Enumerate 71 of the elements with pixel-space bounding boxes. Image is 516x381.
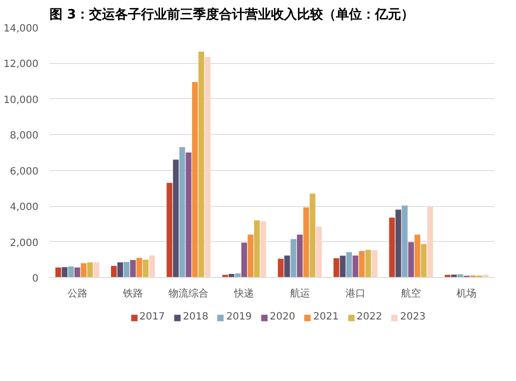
chart-title: 图 3：交运各子行业前三季度合计营业收入比较（单位：亿元）: [50, 6, 414, 22]
bar: [198, 52, 204, 278]
x-tick-label: 物流综合: [168, 288, 209, 300]
bar: [402, 206, 408, 278]
bar: [389, 218, 395, 278]
x-tick-label: 航运: [290, 288, 310, 300]
x-tick-label: 快递: [233, 288, 254, 300]
bar: [352, 256, 358, 278]
x-tick-label: 航空: [401, 288, 422, 300]
bar: [74, 268, 80, 278]
bar: [62, 267, 68, 278]
bar: [179, 147, 186, 278]
bar: [451, 274, 457, 278]
bar: [420, 244, 427, 278]
legend-label: 2023: [400, 312, 426, 322]
y-tick-label: 4,000: [10, 202, 39, 214]
bar: [303, 207, 310, 278]
x-tick-label: 公路: [67, 288, 88, 300]
bar: [310, 194, 316, 278]
y-tick-label: 0: [32, 274, 39, 284]
bar: [124, 262, 130, 278]
bar: [117, 262, 124, 278]
bar: [408, 242, 414, 278]
bar: [334, 258, 340, 278]
bar: [94, 262, 100, 278]
bar: [80, 263, 87, 278]
legend-label: 2018: [182, 312, 208, 322]
bar: [260, 221, 266, 278]
legend-label: 2022: [356, 312, 382, 322]
legend-label: 2019: [226, 312, 252, 322]
legend-label: 2020: [270, 312, 296, 322]
y-tick-label: 8,000: [10, 130, 39, 142]
bar: [365, 250, 372, 278]
bar: [414, 234, 420, 278]
y-tick-label: 14,000: [4, 24, 39, 34]
bar: [284, 256, 290, 278]
legend-label: 2021: [313, 312, 339, 322]
bar: [358, 251, 365, 278]
bar: [278, 258, 284, 278]
bar: [68, 266, 74, 278]
bar: [192, 82, 198, 278]
bar: [142, 260, 149, 278]
y-tick-label: 12,000: [4, 59, 39, 70]
y-tick-label: 2,000: [10, 238, 39, 249]
bar: [241, 242, 248, 278]
bar: [254, 220, 260, 278]
bar: [149, 256, 155, 278]
bar: [166, 182, 172, 278]
bar: [248, 234, 254, 278]
legend-label: 2017: [139, 312, 165, 322]
bar: [172, 160, 179, 278]
bar: [340, 256, 346, 278]
x-tick-label: 港口: [345, 288, 366, 300]
bar: [111, 266, 117, 278]
bar: [346, 252, 352, 278]
bar: [136, 258, 142, 278]
y-tick-label: 10,000: [4, 94, 39, 106]
x-tick-label: 铁路: [122, 288, 143, 300]
bar: [55, 268, 62, 278]
bar: [427, 206, 433, 278]
bar: [296, 234, 303, 278]
bar: [372, 250, 378, 278]
bar: [395, 210, 402, 278]
x-tick-label: 机场: [456, 288, 477, 300]
bar: [87, 262, 93, 278]
bar: [186, 152, 192, 278]
bar: [130, 260, 136, 278]
bar: [290, 239, 296, 278]
bar: [316, 226, 322, 278]
y-tick-label: 6,000: [10, 166, 39, 178]
bar: [204, 56, 210, 278]
